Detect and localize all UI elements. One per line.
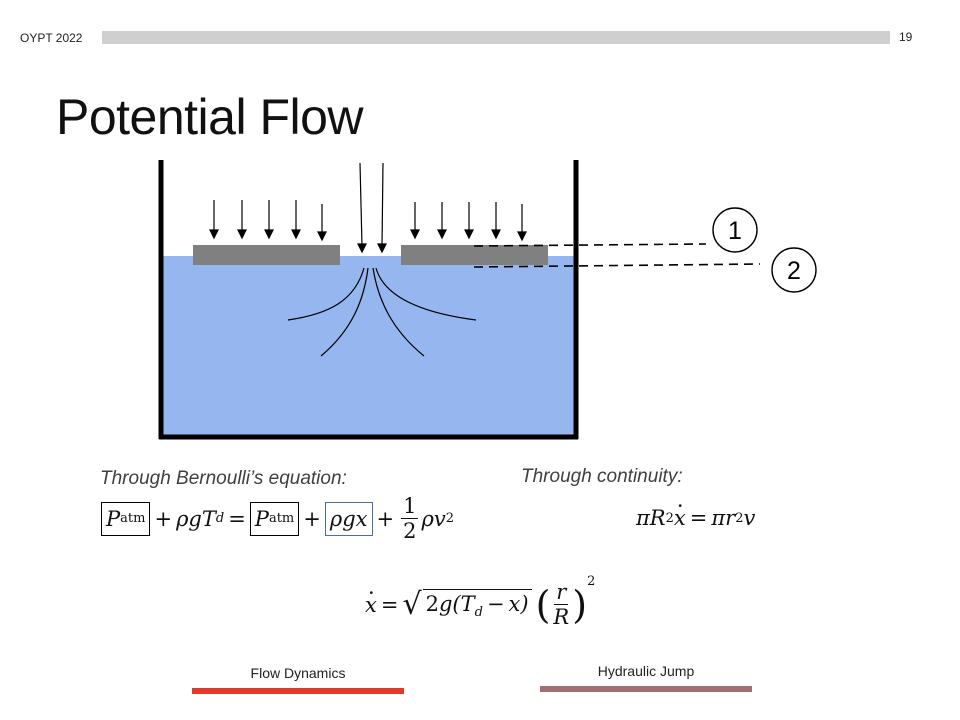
bernoulli-caption: Through Bernoulli’s equation: xyxy=(100,468,347,489)
plate-left xyxy=(193,245,340,265)
arrow xyxy=(357,162,367,254)
arrow xyxy=(264,200,274,240)
arrow xyxy=(437,202,447,240)
level-line-2 xyxy=(473,263,761,268)
arrow xyxy=(317,204,327,242)
flow-dynamics-bar[interactable] xyxy=(192,688,404,694)
header-bar xyxy=(102,31,890,44)
plate-right xyxy=(401,245,548,265)
arrow xyxy=(209,200,219,240)
marker-2-circle xyxy=(771,247,817,293)
continuity-caption: Through continuity: xyxy=(521,466,683,487)
arrow xyxy=(410,202,420,240)
arrow xyxy=(291,200,301,240)
water xyxy=(163,256,576,436)
hydraulic-jump-link[interactable]: Hydraulic Jump xyxy=(597,663,695,679)
streamlines xyxy=(287,267,477,357)
level-line-1 xyxy=(473,243,707,247)
continuity-equation: πR 2 x · = πr 2 v xyxy=(636,494,756,530)
rho-g-x-box: ρgx xyxy=(324,501,373,536)
page-title: Potential Flow xyxy=(56,89,364,145)
marker-2-label: 2 xyxy=(787,257,801,285)
header-label: OYPT 2022 xyxy=(20,31,83,45)
arrow xyxy=(464,202,474,240)
arrow xyxy=(491,202,501,240)
arrow xyxy=(517,204,527,242)
pressure-arrows xyxy=(209,162,527,254)
page-number: 19 xyxy=(899,30,913,44)
marker-1-label: 1 xyxy=(728,217,742,245)
marker-1-circle xyxy=(712,207,758,253)
arrow xyxy=(377,162,387,254)
flow-dynamics-link[interactable]: Flow Dynamics xyxy=(250,665,346,681)
arrow xyxy=(237,200,247,240)
hydraulic-jump-bar[interactable] xyxy=(540,686,752,692)
